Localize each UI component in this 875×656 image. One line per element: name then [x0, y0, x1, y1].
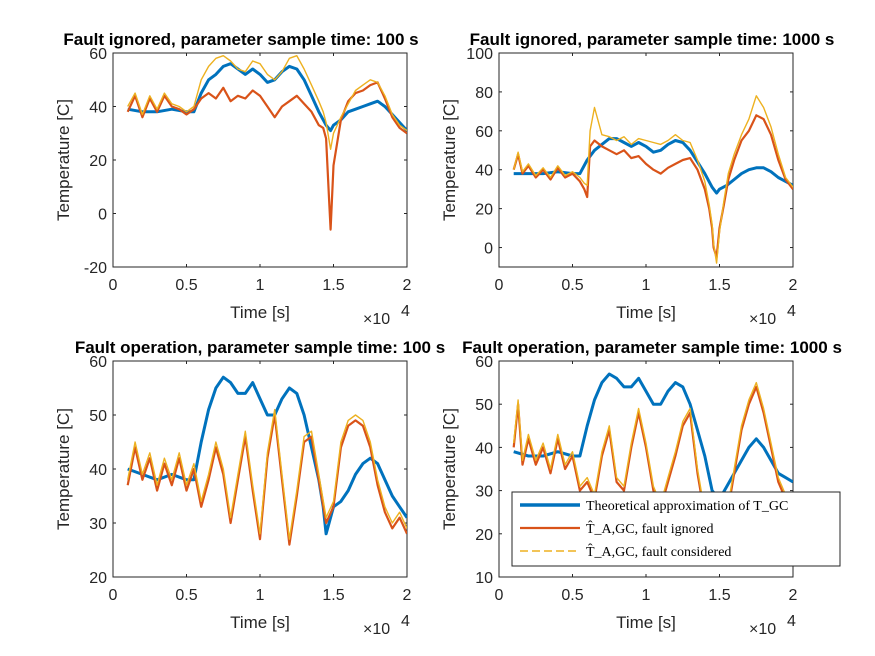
x-exponent-power: 4: [787, 303, 796, 320]
y-axis-label: Temperature [C]: [54, 99, 73, 221]
x-tick-label: 0: [495, 277, 504, 294]
y-tick-label: 60: [89, 46, 107, 63]
x-tick-label: 0: [109, 277, 118, 294]
x-tick-label: 2: [403, 587, 412, 604]
y-tick-label: 30: [475, 484, 493, 501]
x-exponent-label: ×10: [363, 311, 390, 328]
y-tick-label: 80: [475, 85, 493, 102]
axes-2: [498, 52, 794, 268]
y-tick-label: -20: [84, 260, 107, 277]
y-tick-label: 20: [89, 153, 107, 170]
x-axis-label: Time [s]: [230, 613, 290, 632]
series-line-3: [127, 408, 407, 540]
x-tick-label: 0.5: [561, 277, 583, 294]
x-tick-label: 1.5: [322, 587, 344, 604]
series-line-3: [513, 381, 793, 539]
chart-title: Fault ignored, parameter sample time: 10…: [470, 30, 835, 49]
legend-label-1: Theoretical approximation of T_GC: [586, 499, 788, 514]
y-tick-label: 60: [89, 354, 107, 371]
x-exponent-power: 4: [401, 303, 410, 320]
y-tick-label: 40: [89, 462, 107, 479]
x-axis-label: Time [s]: [616, 303, 676, 322]
y-tick-label: 0: [98, 207, 107, 224]
series-line-3: [127, 55, 407, 151]
legend-label-2: T̂_A,GC, fault ignored: [586, 520, 714, 537]
y-tick-label: 20: [475, 527, 493, 544]
chart-title: Fault ignored, parameter sample time: 10…: [63, 30, 418, 49]
x-tick-label: 0.5: [561, 587, 583, 604]
chart-title: Fault operation, parameter sample time: …: [462, 338, 842, 357]
y-tick-label: 30: [89, 516, 107, 533]
x-tick-label: 0: [109, 587, 118, 604]
series-line-2: [126, 81, 407, 231]
x-tick-label: 2: [789, 277, 798, 294]
y-tick-label: 60: [475, 124, 493, 141]
y-tick-label: 40: [89, 100, 107, 117]
series-line-1: [513, 137, 793, 195]
y-axis-label: Temperature [C]: [440, 408, 459, 530]
x-exponent-label: ×10: [749, 311, 776, 328]
y-tick-label: 50: [475, 397, 493, 414]
chart-title: Fault operation, parameter sample time: …: [75, 338, 445, 357]
series-line-2: [512, 114, 793, 259]
x-tick-label: 1.5: [322, 277, 344, 294]
y-tick-label: 60: [475, 354, 493, 371]
x-tick-label: 1.5: [708, 587, 730, 604]
y-tick-label: 50: [89, 408, 107, 425]
legend-label-3: T̂_A,GC, fault considered: [586, 543, 731, 560]
series-line-1: [127, 62, 407, 133]
x-tick-label: 0.5: [175, 587, 197, 604]
x-exponent-label: ×10: [363, 621, 390, 638]
x-tick-label: 1: [642, 277, 651, 294]
x-axis-label: Time [s]: [616, 613, 676, 632]
y-tick-label: 0: [484, 241, 493, 258]
x-tick-label: 2: [403, 277, 412, 294]
x-tick-label: 2: [789, 587, 798, 604]
y-tick-label: 10: [475, 570, 493, 587]
x-tick-label: 0.5: [175, 277, 197, 294]
x-tick-label: 1: [642, 587, 651, 604]
y-tick-label: 100: [466, 46, 493, 63]
series-line-1: [127, 375, 407, 536]
y-axis-label: Temperature [C]: [440, 99, 459, 221]
x-exponent-power: 4: [787, 613, 796, 630]
y-tick-label: 20: [475, 202, 493, 219]
y-axis-label: Temperature [C]: [54, 408, 73, 530]
axes-3: [112, 360, 408, 578]
x-exponent-power: 4: [401, 613, 410, 630]
series-line-3: [513, 95, 793, 264]
x-tick-label: 0: [495, 587, 504, 604]
x-axis-label: Time [s]: [230, 303, 290, 322]
x-tick-label: 1: [256, 587, 265, 604]
series-line-1: [513, 372, 793, 501]
y-tick-label: 40: [475, 440, 493, 457]
y-tick-label: 40: [475, 163, 493, 180]
x-tick-label: 1.5: [708, 277, 730, 294]
series-line-2: [512, 385, 793, 544]
x-tick-label: 1: [256, 277, 265, 294]
y-tick-label: 20: [89, 570, 107, 587]
x-exponent-label: ×10: [749, 621, 776, 638]
